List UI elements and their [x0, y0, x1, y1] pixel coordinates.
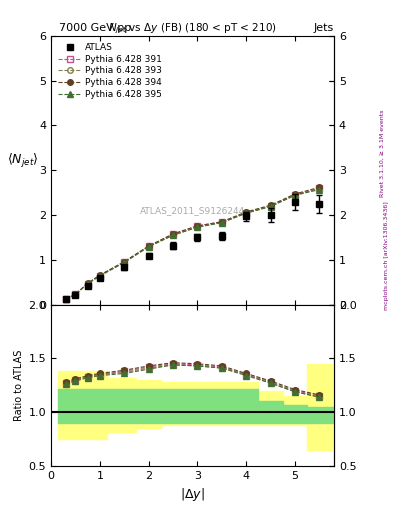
- Legend: ATLAS, Pythia 6.428 391, Pythia 6.428 393, Pythia 6.428 394, Pythia 6.428 395: ATLAS, Pythia 6.428 391, Pythia 6.428 39…: [55, 40, 165, 101]
- Text: Rivet 3.1.10, ≥ 3.1M events: Rivet 3.1.10, ≥ 3.1M events: [380, 110, 385, 197]
- Title: $N_{jet}$ vs $\Delta y$ (FB) (180 < pT < 210): $N_{jet}$ vs $\Delta y$ (FB) (180 < pT <…: [108, 22, 277, 36]
- Text: mcplots.cern.ch [arXiv:1306.3436]: mcplots.cern.ch [arXiv:1306.3436]: [384, 202, 389, 310]
- Text: 7000 GeV pp: 7000 GeV pp: [59, 23, 131, 33]
- Y-axis label: Ratio to ATLAS: Ratio to ATLAS: [14, 350, 24, 421]
- X-axis label: $|\Delta y|$: $|\Delta y|$: [180, 486, 205, 503]
- Y-axis label: $\langle N_{jet}\rangle$: $\langle N_{jet}\rangle$: [7, 152, 38, 170]
- Text: ATLAS_2011_S9126244: ATLAS_2011_S9126244: [140, 206, 245, 215]
- Text: Jets: Jets: [314, 23, 334, 33]
